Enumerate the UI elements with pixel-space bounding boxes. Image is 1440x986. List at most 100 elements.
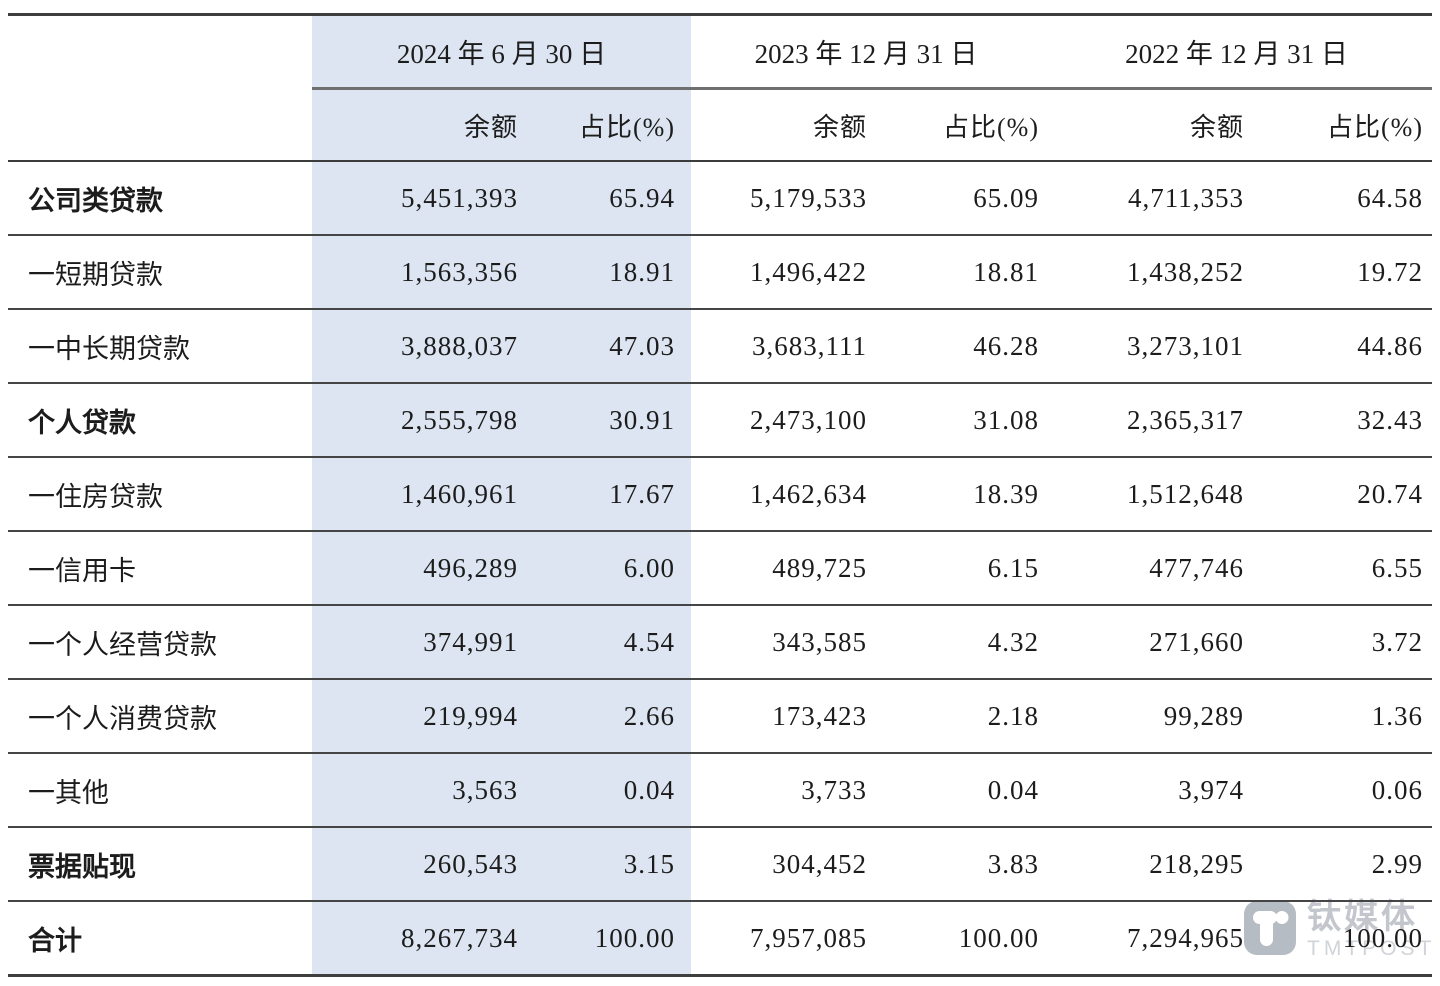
header-balance: 余额 [691,88,869,162]
cell-share: 4.32 [869,605,1041,680]
col-group-2022-12-31: 2022 年 12 月 31 日 [1041,13,1432,90]
cell-share: 20.74 [1246,457,1432,532]
cell-balance: 1,462,634 [691,457,869,532]
cell-balance: 7,294,965 [1041,901,1246,977]
cell-balance: 2,473,100 [691,383,869,458]
sub-header-row: 余额 占比(%) 余额 占比(%) 余额 占比(%) [8,88,1432,162]
table-row: 一个人经营贷款 374,991 4.54 343,585 4.32 271,66… [8,605,1432,680]
row-label: 票据贴现 [8,827,312,902]
cell-share: 100.00 [520,901,691,977]
header-share: 占比(%) [520,88,691,162]
cell-balance: 2,555,798 [312,383,520,458]
table-row: 一信用卡 496,289 6.00 489,725 6.15 477,746 6… [8,531,1432,606]
cell-share: 2.99 [1246,827,1432,902]
table-row: 一中长期贷款 3,888,037 47.03 3,683,111 46.28 3… [8,309,1432,384]
cell-share: 3.15 [520,827,691,902]
cell-balance: 173,423 [691,679,869,754]
table-row: 票据贴现 260,543 3.15 304,452 3.83 218,295 2… [8,827,1432,902]
cell-balance: 3,563 [312,753,520,828]
table-row: 公司类贷款 5,451,393 65.94 5,179,533 65.09 4,… [8,161,1432,236]
cell-balance: 1,563,356 [312,235,520,310]
cell-balance: 489,725 [691,531,869,606]
cell-share: 6.00 [520,531,691,606]
cell-balance: 3,733 [691,753,869,828]
cell-share: 31.08 [869,383,1041,458]
row-label: 一个人消费贷款 [8,679,312,754]
cell-balance: 5,451,393 [312,161,520,236]
cell-balance: 8,267,734 [312,901,520,977]
cell-balance: 3,683,111 [691,309,869,384]
cell-balance: 304,452 [691,827,869,902]
row-label: 一其他 [8,753,312,828]
loan-structure-table: 2024 年 6 月 30 日 2023 年 12 月 31 日 2022 年 … [8,13,1432,977]
cell-share: 2.66 [520,679,691,754]
cell-share: 6.15 [869,531,1041,606]
row-label: 一中长期贷款 [8,309,312,384]
cell-share: 32.43 [1246,383,1432,458]
table-row: 一个人消费贷款 219,994 2.66 173,423 2.18 99,289… [8,679,1432,754]
cell-share: 0.06 [1246,753,1432,828]
cell-balance: 5,179,533 [691,161,869,236]
header-share: 占比(%) [869,88,1041,162]
row-label: 一住房贷款 [8,457,312,532]
header-share: 占比(%) [1246,88,1432,162]
cell-share: 19.72 [1246,235,1432,310]
cell-balance: 496,289 [312,531,520,606]
table-row: 一其他 3,563 0.04 3,733 0.04 3,974 0.06 [8,753,1432,828]
cell-share: 4.54 [520,605,691,680]
table-row: 一短期贷款 1,563,356 18.91 1,496,422 18.81 1,… [8,235,1432,310]
row-label: 一信用卡 [8,531,312,606]
cell-share: 65.09 [869,161,1041,236]
cell-share: 3.72 [1246,605,1432,680]
cell-share: 3.83 [869,827,1041,902]
row-label: 合计 [8,901,312,977]
row-label: 一个人经营贷款 [8,605,312,680]
cell-balance: 7,957,085 [691,901,869,977]
cell-balance: 2,365,317 [1041,383,1246,458]
table-row: 个人贷款 2,555,798 30.91 2,473,100 31.08 2,3… [8,383,1432,458]
table-row: 一住房贷款 1,460,961 17.67 1,462,634 18.39 1,… [8,457,1432,532]
cell-share: 44.86 [1246,309,1432,384]
corner-cell [8,13,312,89]
cell-balance: 99,289 [1041,679,1246,754]
cell-balance: 1,496,422 [691,235,869,310]
cell-share: 2.18 [869,679,1041,754]
corner-cell [8,88,312,162]
cell-share: 18.39 [869,457,1041,532]
header-balance: 余额 [312,88,520,162]
cell-share: 100.00 [1246,901,1432,977]
cell-share: 6.55 [1246,531,1432,606]
cell-share: 100.00 [869,901,1041,977]
cell-balance: 1,438,252 [1041,235,1246,310]
cell-share: 18.91 [520,235,691,310]
date-header-row: 2024 年 6 月 30 日 2023 年 12 月 31 日 2022 年 … [8,13,1432,90]
row-label: 公司类贷款 [8,161,312,236]
cell-balance: 3,974 [1041,753,1246,828]
cell-balance: 3,273,101 [1041,309,1246,384]
cell-share: 65.94 [520,161,691,236]
cell-share: 46.28 [869,309,1041,384]
table-row-total: 合计 8,267,734 100.00 7,957,085 100.00 7,2… [8,901,1432,977]
cell-share: 47.03 [520,309,691,384]
cell-balance: 218,295 [1041,827,1246,902]
header-balance: 余额 [1041,88,1246,162]
row-label: 个人贷款 [8,383,312,458]
col-group-2024-06-30: 2024 年 6 月 30 日 [312,13,691,90]
cell-share: 0.04 [869,753,1041,828]
cell-balance: 260,543 [312,827,520,902]
cell-balance: 1,512,648 [1041,457,1246,532]
cell-share: 64.58 [1246,161,1432,236]
cell-share: 0.04 [520,753,691,828]
cell-balance: 1,460,961 [312,457,520,532]
cell-balance: 271,660 [1041,605,1246,680]
cell-share: 17.67 [520,457,691,532]
cell-balance: 219,994 [312,679,520,754]
cell-share: 30.91 [520,383,691,458]
col-group-2023-12-31: 2023 年 12 月 31 日 [691,13,1041,90]
cell-balance: 3,888,037 [312,309,520,384]
cell-share: 18.81 [869,235,1041,310]
cell-balance: 343,585 [691,605,869,680]
cell-balance: 477,746 [1041,531,1246,606]
cell-share: 1.36 [1246,679,1432,754]
